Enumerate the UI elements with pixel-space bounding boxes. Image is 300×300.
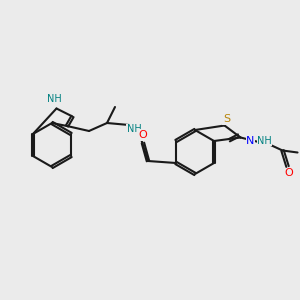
Text: O: O <box>139 130 147 140</box>
Text: NH: NH <box>47 94 62 104</box>
Text: S: S <box>223 115 230 124</box>
Text: N: N <box>246 136 255 146</box>
Text: NH: NH <box>127 124 141 134</box>
Text: O: O <box>284 169 293 178</box>
Text: NH: NH <box>257 136 272 146</box>
